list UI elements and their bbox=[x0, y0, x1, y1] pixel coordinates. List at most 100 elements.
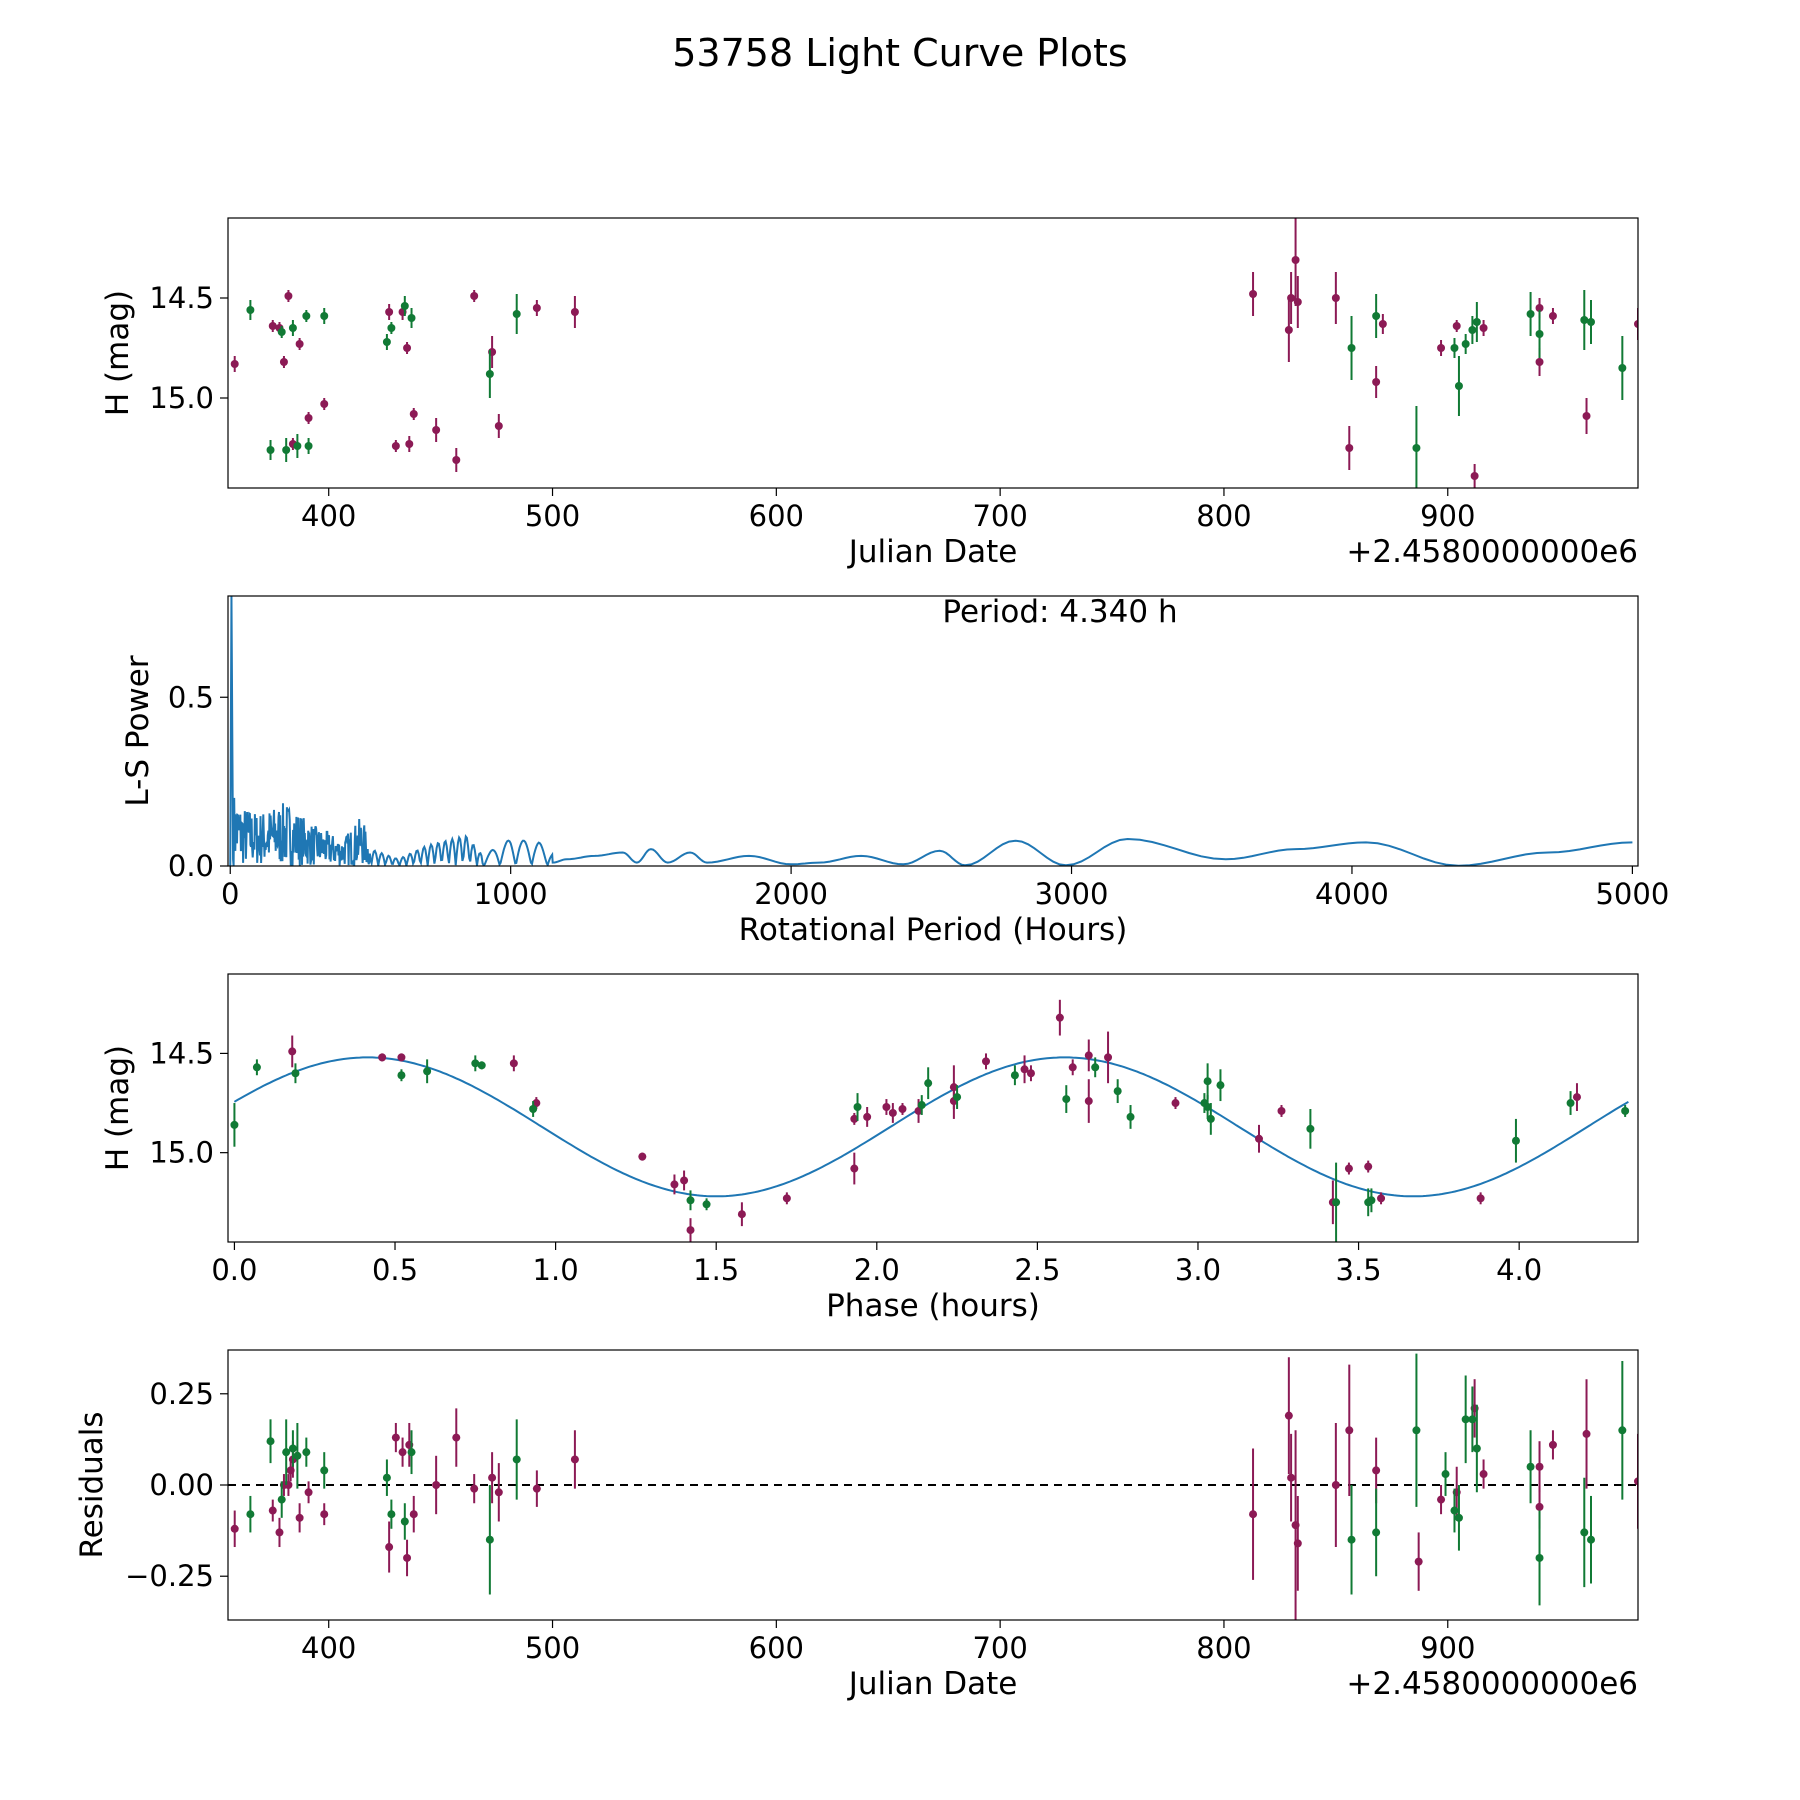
phase-fold-point bbox=[1367, 1196, 1376, 1205]
residuals-point bbox=[1412, 1426, 1421, 1435]
light-curve-point bbox=[407, 314, 416, 322]
residuals-point bbox=[1372, 1528, 1381, 1537]
residuals-point bbox=[391, 1433, 400, 1442]
residuals-point bbox=[295, 1513, 304, 1522]
light-curve-point bbox=[1437, 344, 1446, 352]
residuals-point bbox=[512, 1455, 521, 1464]
phase-fold-point bbox=[477, 1061, 486, 1070]
light-curve-point bbox=[1291, 256, 1300, 264]
light-curve-point bbox=[1535, 358, 1544, 366]
phase-fold-point bbox=[1344, 1164, 1353, 1173]
light-curve-xlabel: Julian Date bbox=[847, 534, 1018, 570]
residuals-point bbox=[403, 1553, 412, 1562]
residuals-point bbox=[1535, 1502, 1544, 1511]
phase-fold-point bbox=[888, 1108, 897, 1117]
phase-fold-point bbox=[638, 1152, 647, 1161]
phase-fold-xtick-label: 0.0 bbox=[211, 1253, 257, 1287]
phase-fold-point bbox=[1476, 1194, 1485, 1203]
light-curve-point bbox=[1284, 326, 1293, 334]
phase-fold-point bbox=[924, 1079, 933, 1088]
light-curve-point bbox=[409, 410, 418, 418]
light-curve-xtick-label: 800 bbox=[1196, 499, 1251, 533]
residuals-xtick-label: 800 bbox=[1196, 1631, 1251, 1665]
phase-fold-point bbox=[1084, 1051, 1093, 1060]
residuals-point bbox=[1284, 1411, 1293, 1420]
phase-fold-ytick-label: 14.5 bbox=[149, 1036, 214, 1070]
light-curve-point bbox=[1587, 318, 1595, 326]
residuals-point bbox=[1347, 1535, 1356, 1544]
phase-fold-point bbox=[853, 1103, 862, 1112]
phase-fold-xtick-label: 2.0 bbox=[854, 1253, 900, 1287]
phase-fold-point bbox=[1255, 1134, 1264, 1143]
light-curve-point bbox=[302, 312, 311, 320]
phase-fold-point bbox=[378, 1053, 387, 1062]
phase-fold-point bbox=[1055, 1013, 1064, 1022]
phase-fold-point bbox=[670, 1180, 679, 1189]
periodogram-xtick-label: 0 bbox=[221, 877, 239, 911]
phase-fold-point bbox=[917, 1101, 926, 1110]
phase-fold-point bbox=[850, 1114, 859, 1123]
light-curve-point bbox=[470, 292, 479, 300]
light-curve-point bbox=[1287, 294, 1296, 302]
light-curve-point bbox=[1372, 312, 1381, 320]
phase-fold-point bbox=[1113, 1087, 1122, 1096]
periodogram-panel: 0 1000 2000 3000 4000 5000 0.0 0.5 Period: 4.34… bbox=[120, 594, 1669, 948]
light-curve-point bbox=[1535, 304, 1544, 312]
light-curve-point bbox=[382, 338, 391, 346]
residuals-point bbox=[452, 1433, 461, 1442]
residuals-xtick-label: 500 bbox=[525, 1631, 580, 1665]
residuals-point bbox=[1472, 1444, 1481, 1453]
light-curve-point bbox=[1582, 412, 1591, 420]
light-curve-point bbox=[266, 446, 275, 454]
residuals-point bbox=[1437, 1495, 1446, 1504]
residuals-xtick-label: 700 bbox=[972, 1631, 1027, 1665]
residuals-point bbox=[1582, 1429, 1591, 1438]
phase-fold-point bbox=[532, 1099, 541, 1108]
residuals-point bbox=[302, 1448, 311, 1457]
light-curve-point bbox=[1526, 310, 1535, 318]
phase-fold-point bbox=[981, 1057, 990, 1066]
phase-fold-xtick-label: 1.5 bbox=[693, 1253, 739, 1287]
light-curve-point bbox=[1470, 472, 1479, 480]
light-curve-point bbox=[1452, 322, 1461, 330]
residuals-xlabel: Julian Date bbox=[847, 1666, 1018, 1702]
light-curve-point bbox=[1472, 318, 1481, 326]
light-curve-xtick-label: 700 bbox=[972, 499, 1027, 533]
light-curve-point bbox=[1548, 312, 1557, 320]
residuals-point bbox=[1249, 1510, 1258, 1519]
residuals-point bbox=[409, 1510, 418, 1519]
light-curve-point bbox=[1249, 290, 1258, 298]
light-curve-point bbox=[1412, 444, 1421, 452]
residuals-point bbox=[304, 1488, 313, 1497]
light-curve-point bbox=[246, 306, 255, 314]
phase-fold-point bbox=[471, 1059, 480, 1068]
phase-fold-point bbox=[1171, 1099, 1180, 1108]
residuals-point bbox=[246, 1510, 255, 1519]
phase-fold-point bbox=[949, 1083, 958, 1092]
residuals-point bbox=[1441, 1470, 1450, 1479]
light-curve-point bbox=[230, 360, 239, 368]
phase-fold-point bbox=[1084, 1097, 1093, 1106]
light-curve-xtick-label: 500 bbox=[525, 499, 580, 533]
periodogram-xtick-label: 2000 bbox=[754, 877, 828, 911]
light-curve-point bbox=[1618, 364, 1627, 372]
residuals-point bbox=[570, 1455, 579, 1464]
light-curve-point bbox=[320, 312, 329, 320]
light-curve-point bbox=[1331, 294, 1340, 302]
light-curve-point bbox=[1345, 444, 1354, 452]
phase-fold-point bbox=[680, 1176, 689, 1185]
residuals-point bbox=[230, 1524, 239, 1533]
light-curve-point bbox=[405, 440, 414, 448]
phase-fold-point bbox=[291, 1069, 300, 1078]
phase-fold-point bbox=[1062, 1095, 1071, 1104]
light-curve-point bbox=[485, 370, 494, 378]
residuals-point bbox=[1454, 1513, 1463, 1522]
light-curve-point bbox=[403, 344, 412, 352]
residuals-point bbox=[1618, 1426, 1627, 1435]
light-curve-point bbox=[284, 292, 293, 300]
light-curve-point bbox=[1293, 298, 1302, 306]
periodogram-ytick-label: 0.0 bbox=[168, 849, 214, 883]
residuals-point bbox=[1468, 1415, 1477, 1424]
residuals-point bbox=[1535, 1462, 1544, 1471]
